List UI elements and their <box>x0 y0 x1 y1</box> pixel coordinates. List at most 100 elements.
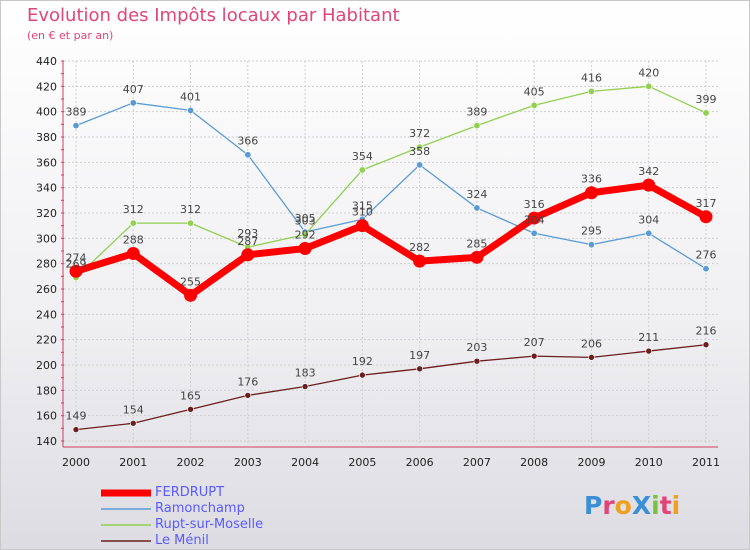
data-label-ramonchamp: 358 <box>409 145 430 158</box>
legend-swatch-ferdrupt <box>101 489 151 497</box>
legend-label-ramonchamp: Ramonchamp <box>155 501 245 516</box>
data-label-rupt-sur-moselle: 312 <box>123 203 144 216</box>
data-label-rupt-sur-moselle: 420 <box>638 66 659 79</box>
y-tick-label: 420 <box>36 80 57 93</box>
proxiti-logo: ProXiti <box>584 491 681 520</box>
x-tick-label: 2010 <box>635 456 663 469</box>
data-label-ramonchamp: 389 <box>66 106 87 119</box>
data-point-rupt-sur-moselle <box>187 219 195 227</box>
data-point-rupt-sur-moselle <box>358 166 366 174</box>
data-label-rupt-sur-moselle: 312 <box>180 203 201 216</box>
chart-title: Evolution des Impôts locaux par Habitant <box>27 5 400 26</box>
data-label-ferdrupt: 288 <box>123 234 144 247</box>
data-label-rupt-sur-moselle: 389 <box>466 106 487 119</box>
data-point-le-m-nil <box>187 406 194 413</box>
data-point-ferdrupt <box>69 264 83 278</box>
data-label-rupt-sur-moselle: 354 <box>352 150 373 163</box>
data-label-ramonchamp: 366 <box>237 135 258 148</box>
data-point-ferdrupt <box>298 241 312 255</box>
data-label-le-m-nil: 211 <box>638 331 659 344</box>
y-tick-label: 340 <box>36 182 57 195</box>
data-point-ramonchamp <box>129 99 137 107</box>
data-point-le-m-nil <box>645 347 653 355</box>
data-point-le-m-nil <box>530 352 538 360</box>
x-tick-label: 2004 <box>291 456 319 469</box>
data-label-rupt-sur-moselle: 269 <box>66 258 87 271</box>
data-label-le-m-nil: 206 <box>581 337 602 350</box>
data-label-le-m-nil: 183 <box>295 367 316 380</box>
data-label-le-m-nil: 203 <box>466 341 487 354</box>
data-point-rupt-sur-moselle <box>301 231 309 239</box>
x-tick-label: 2001 <box>119 456 147 469</box>
data-point-ferdrupt <box>413 254 427 268</box>
y-tick-label: 200 <box>36 359 57 372</box>
data-label-rupt-sur-moselle: 372 <box>409 127 430 140</box>
data-point-ferdrupt <box>126 247 140 261</box>
data-label-ferdrupt: 317 <box>696 197 717 210</box>
x-tick-label: 2000 <box>62 456 90 469</box>
x-tick-label: 2003 <box>234 456 262 469</box>
y-tick-label: 400 <box>36 106 57 119</box>
y-tick-label: 160 <box>36 410 57 423</box>
data-label-le-m-nil: 149 <box>66 410 87 423</box>
legend-label-rupt-sur-moselle: Rupt-sur-Moselle <box>155 517 264 532</box>
series-line-ferdrupt <box>74 181 708 299</box>
data-label-rupt-sur-moselle: 399 <box>696 93 717 106</box>
data-point-ramonchamp <box>72 122 80 130</box>
data-label-rupt-sur-moselle: 405 <box>524 85 545 98</box>
data-point-le-m-nil <box>473 357 481 365</box>
data-label-ramonchamp: 295 <box>581 225 602 238</box>
series-line-le-m-nil <box>75 344 707 431</box>
legend-label-ferdrupt: FERDRUPT <box>155 485 225 500</box>
data-label-rupt-sur-moselle: 293 <box>237 227 258 240</box>
data-point-rupt-sur-moselle <box>645 82 653 90</box>
y-tick-label: 300 <box>36 232 57 245</box>
data-label-ferdrupt: 282 <box>409 241 430 254</box>
axes: 140 160 180 200 220 240 260 280 300 320 340 360 380 4… <box>36 55 720 469</box>
data-label-ferdrupt: 316 <box>524 198 545 211</box>
legend-swatch-rupt-sur-moselle <box>101 524 151 526</box>
y-tick-label: 140 <box>36 435 57 448</box>
data-point-rupt-sur-moselle <box>473 122 481 130</box>
data-point-le-m-nil <box>301 383 309 390</box>
data-label-ramonchamp: 304 <box>524 213 545 226</box>
data-label-ramonchamp: 305 <box>295 212 316 225</box>
data-label-ferdrupt: 310 <box>352 206 373 219</box>
data-label-ramonchamp: 324 <box>466 188 487 201</box>
x-tick-label: 2008 <box>520 456 548 469</box>
data-label-rupt-sur-moselle: 303 <box>295 215 316 228</box>
x-tick-label: 2006 <box>406 456 434 469</box>
data-point-ramonchamp <box>416 161 424 169</box>
data-point-ramonchamp <box>702 265 710 273</box>
data-label-ferdrupt: 287 <box>237 235 258 248</box>
data-point-le-m-nil <box>72 426 80 433</box>
y-tick-label: 440 <box>36 55 57 68</box>
data-point-le-m-nil <box>416 365 423 373</box>
y-tick-label: 280 <box>36 258 57 271</box>
series-line-ramonchamp <box>75 102 707 270</box>
data-point-ferdrupt <box>470 250 484 264</box>
data-label-ferdrupt: 285 <box>466 237 487 250</box>
data-point-ramonchamp <box>244 151 252 159</box>
data-label-le-m-nil: 197 <box>409 349 430 362</box>
chart-subtitle: (en € et par an) <box>27 29 114 42</box>
data-point-ramonchamp <box>530 229 538 237</box>
data-point-ferdrupt <box>355 219 369 233</box>
x-tick-label: 2007 <box>463 456 491 469</box>
x-tick-label: 2009 <box>577 456 605 469</box>
data-label-le-m-nil: 176 <box>237 375 258 388</box>
data-label-ramonchamp: 304 <box>638 213 659 226</box>
data-point-ramonchamp <box>587 241 595 249</box>
plot-area <box>64 61 718 441</box>
y-tick-label: 220 <box>36 334 57 347</box>
data-label-ferdrupt: 274 <box>66 251 87 264</box>
data-point-le-m-nil <box>129 419 137 427</box>
data-label-ramonchamp: 401 <box>180 90 201 103</box>
data-point-rupt-sur-moselle <box>416 143 424 151</box>
data-point-ramonchamp <box>645 229 653 237</box>
data-label-ramonchamp: 407 <box>123 83 144 96</box>
legend-label-le-menil: Le Ménil <box>155 533 209 548</box>
data-point-ferdrupt <box>527 211 541 225</box>
